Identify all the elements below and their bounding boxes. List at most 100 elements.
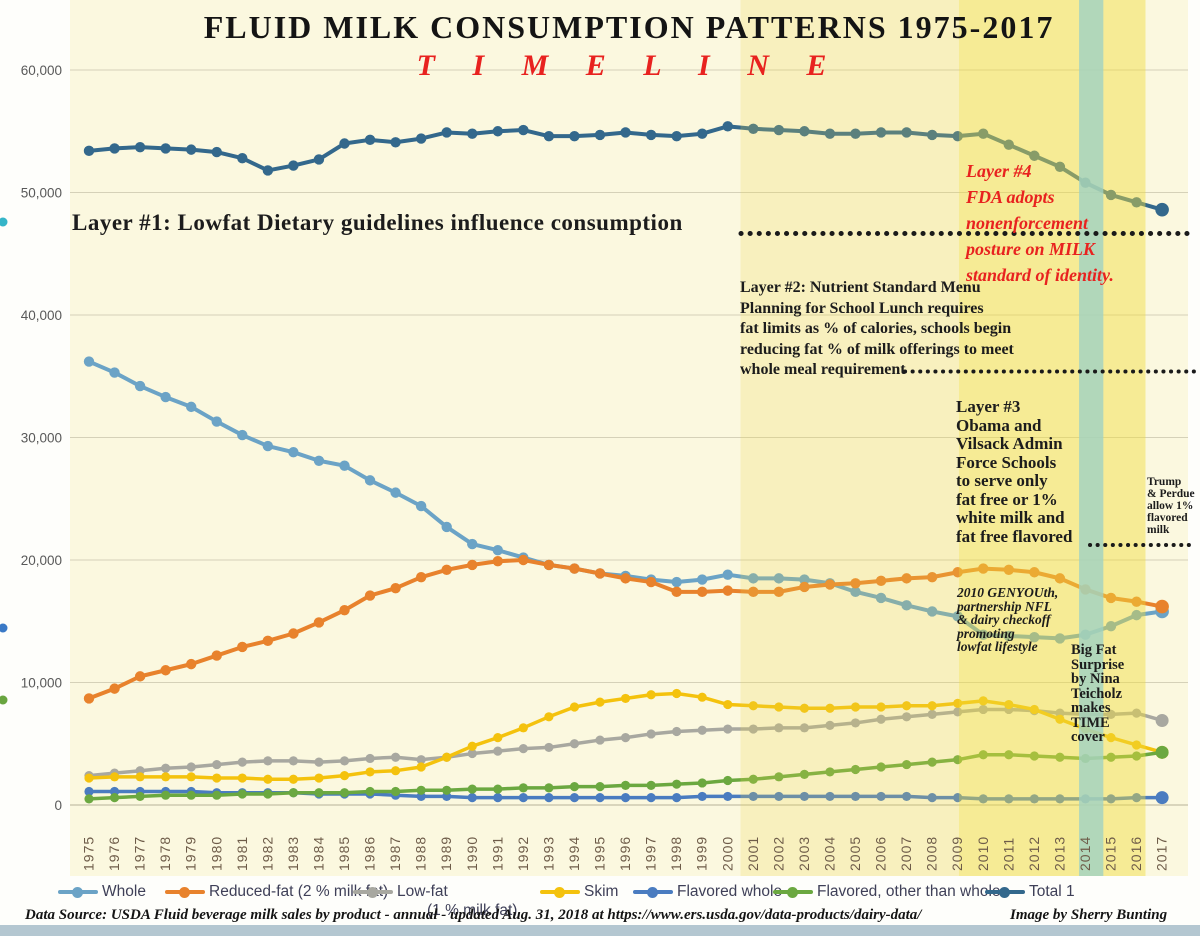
y-axis-tick-label: 60,000 (21, 63, 62, 78)
series-marker-flavored-other (953, 755, 963, 765)
series-marker-flavored-whole (902, 791, 912, 802)
series-marker-reduced-fat (952, 567, 963, 578)
series-marker-flavored-other (774, 772, 784, 782)
chart-legend: Whole Reduced-fat (2 % milk fat) Low-fat (1… (0, 876, 1200, 922)
series-marker-low-fat (978, 704, 988, 715)
series-marker-total (83, 145, 95, 157)
series-marker-skim (314, 773, 324, 783)
series-marker-reduced-fat (1131, 596, 1142, 607)
series-marker-flavored-whole (544, 793, 554, 803)
series-marker-total (926, 129, 938, 141)
series-marker-flavored-whole (518, 793, 528, 803)
series-marker-reduced-fat (773, 586, 785, 598)
series-marker-reduced-fat (722, 585, 733, 596)
x-axis-year-label: 1981 (234, 836, 250, 871)
series-marker-skim (1131, 740, 1142, 750)
series-marker-total (671, 130, 682, 142)
x-axis-year-label: 1993 (540, 836, 556, 871)
series-marker-skim (161, 772, 171, 782)
series-marker-reduced-fat (543, 559, 555, 571)
series-marker-reduced-fat (1155, 599, 1169, 614)
series-marker-whole (1131, 609, 1142, 621)
series-marker-low-fat (850, 718, 861, 728)
series-marker-whole (697, 574, 708, 585)
series-marker-total (1155, 202, 1169, 217)
series-marker-low-fat (314, 757, 324, 767)
series-marker-flavored-whole (978, 794, 988, 804)
series-marker-total (364, 134, 376, 146)
series-marker-whole (313, 455, 325, 466)
series-marker-flavored-other (569, 782, 580, 792)
series-marker-skim (672, 688, 682, 699)
series-marker-total (186, 144, 197, 155)
series-marker-flavored-other (1131, 751, 1142, 761)
series-marker-total (109, 143, 120, 154)
series-marker-flavored-whole (493, 793, 503, 803)
x-axis-year-label: 2010 (975, 836, 991, 871)
series-marker-flavored-other (595, 782, 605, 792)
series-marker-skim (723, 699, 733, 710)
legend-sublabel-low-fat: (1 % milk fat) (427, 902, 518, 919)
series-marker-low-fat (902, 712, 912, 722)
annotation-layer3: Layer #3 Obama and Vilsack Admin Force S… (956, 397, 1073, 546)
series-marker-flavored-other (212, 790, 222, 800)
legend-item-reduced-fat: Reduced-fat (2 % milk fat) (165, 882, 388, 901)
x-axis-year-label: 2007 (898, 836, 914, 871)
x-axis-year-label: 2016 (1128, 836, 1144, 871)
legend-label-flavored-whole: Flavored whole (677, 883, 783, 900)
series-marker-whole (390, 487, 401, 498)
series-marker-whole (492, 545, 503, 556)
series-marker-skim (799, 703, 810, 713)
annotation-trump-perdue: Trump & Perdue allow 1% flavored milk (1147, 476, 1195, 536)
series-marker-total (1131, 197, 1142, 208)
series-marker-total (441, 127, 452, 138)
series-marker-flavored-other (135, 791, 145, 802)
legend-marker-total (985, 886, 1025, 898)
series-marker-total (773, 124, 785, 136)
series-marker-whole (901, 600, 912, 611)
series-marker-skim (263, 774, 273, 784)
image-credit-text: Image by Sherry Bunting (1010, 907, 1168, 923)
series-marker-flavored-other (978, 750, 988, 760)
series-marker-whole (415, 500, 427, 512)
edge-artifact-dot (0, 695, 8, 705)
series-marker-whole (288, 447, 299, 458)
series-marker-flavored-other (339, 788, 350, 798)
series-marker-whole (339, 460, 350, 471)
series-marker-skim (825, 703, 835, 713)
legend-marker-low-fat (353, 886, 393, 898)
series-marker-reduced-fat (288, 628, 299, 639)
series-marker-skim (876, 702, 886, 712)
series-marker-whole (134, 380, 146, 392)
series-marker-flavored-whole (1055, 794, 1065, 804)
x-axis-year-label: 1999 (694, 836, 710, 871)
x-axis-year-label: 1979 (183, 836, 199, 871)
series-marker-reduced-fat (645, 576, 657, 588)
series-marker-whole (211, 416, 222, 427)
series-marker-whole (978, 629, 989, 640)
series-marker-low-fat (212, 759, 222, 770)
series-marker-reduced-fat (364, 590, 376, 601)
x-axis-year-label: 1990 (464, 836, 480, 871)
x-axis-year-label: 2005 (847, 836, 863, 871)
x-axis-year-label: 2006 (873, 836, 889, 871)
annotation-layer2: Layer #2: Nutrient Standard Menu Plannin… (740, 279, 1014, 378)
x-axis-year-label: 2013 (1051, 836, 1067, 871)
series-marker-low-fat (799, 723, 810, 733)
x-axis-year-label: 2002 (770, 836, 786, 871)
x-axis-year-label: 2003 (796, 836, 812, 871)
series-marker-whole (1105, 620, 1117, 632)
y-axis-tick-label: 30,000 (21, 431, 62, 446)
series-marker-low-fat (876, 714, 886, 724)
series-marker-low-fat (569, 739, 580, 749)
series-marker-whole (160, 391, 171, 403)
series-marker-flavored-whole (569, 793, 580, 803)
series-marker-flavored-other (186, 790, 196, 800)
series-marker-flavored-whole (646, 793, 656, 803)
series-marker-total (467, 128, 478, 139)
series-marker-low-fat (518, 744, 528, 754)
y-axis-tick-label: 10,000 (21, 676, 62, 691)
series-marker-reduced-fat (850, 578, 861, 589)
data-source-text: Data Source: USDA Fluid beverage milk sa… (25, 907, 922, 923)
